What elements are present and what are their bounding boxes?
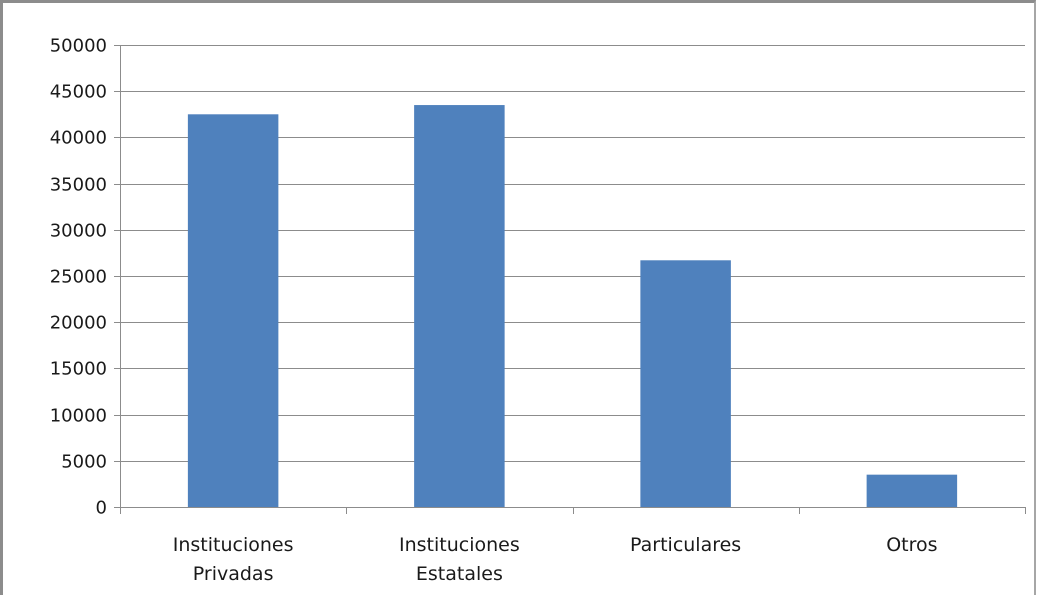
y-tick-label: 0 (96, 498, 107, 519)
x-category-label: Instituciones (173, 534, 294, 556)
x-category-label: Privadas (193, 563, 274, 585)
y-tick-label: 20000 (50, 313, 107, 334)
y-tick-label: 50000 (50, 36, 107, 57)
bar (187, 114, 279, 508)
x-category-label: Estatales (416, 563, 503, 585)
y-tick-label: 35000 (50, 175, 107, 196)
x-category-labels: Instituciones Privadas Instituciones Estata… (173, 534, 938, 585)
bar (640, 260, 731, 507)
x-category-label: Particulares (630, 534, 741, 556)
x-category-label: Instituciones (399, 534, 520, 556)
axes (120, 45, 1026, 514)
bars (187, 105, 958, 508)
y-tick-label: 30000 (50, 221, 107, 242)
y-tick-label: 15000 (50, 359, 107, 380)
x-category-label: Otros (886, 534, 937, 556)
bar (414, 105, 505, 507)
y-tick-label: 40000 (50, 128, 107, 149)
bar (866, 474, 958, 507)
y-tick-label: 45000 (50, 82, 107, 103)
y-tick-label: 5000 (61, 452, 107, 473)
y-tick-label: 25000 (50, 267, 107, 288)
y-tick-label: 10000 (50, 406, 107, 427)
y-tick-labels: 0 5000 10000 15000 20000 25000 30000 35000 40000… (50, 36, 107, 519)
